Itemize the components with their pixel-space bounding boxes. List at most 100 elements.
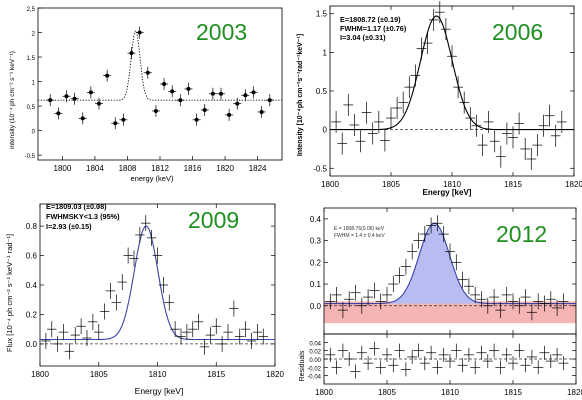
data-point <box>404 76 415 99</box>
data-point <box>489 343 500 358</box>
data-point <box>538 114 549 137</box>
y-tick-label: 0.2 <box>26 310 38 319</box>
x-tick-label: 1816 <box>184 164 202 173</box>
data-point <box>143 66 152 79</box>
data-point <box>532 134 543 157</box>
data-point <box>476 291 487 308</box>
x-tick-label: 1800 <box>31 370 49 379</box>
data-point <box>470 360 481 375</box>
data-point <box>489 130 500 153</box>
y-tick-label: 0.8 <box>26 222 38 231</box>
data-point <box>95 97 103 110</box>
x-tick-label: 1800 <box>54 164 72 173</box>
y-tick-label: 1,5 <box>27 56 36 62</box>
x-tick-label: 1810 <box>441 388 459 397</box>
data-point <box>526 349 537 364</box>
data-point <box>398 91 409 114</box>
y-tick-label: 1 <box>32 81 36 87</box>
data-point <box>47 321 57 338</box>
fit-curve <box>40 225 275 341</box>
data-point <box>105 282 116 299</box>
y-tick-label: 0.6 <box>26 252 38 261</box>
data-point <box>223 324 233 341</box>
data-point <box>217 87 225 100</box>
data-point <box>200 103 209 116</box>
y-tick-label: 2 <box>32 32 36 38</box>
data-point <box>507 356 519 371</box>
data-point <box>62 90 71 103</box>
data-point <box>363 289 374 306</box>
x-tick-label: 1820 <box>567 388 582 397</box>
data-point <box>363 356 374 371</box>
data-point <box>400 258 411 275</box>
data-point <box>482 354 493 369</box>
data-point <box>76 318 86 335</box>
data-point <box>344 352 355 366</box>
data-point <box>520 358 531 373</box>
x-tick-label: 1805 <box>382 180 400 189</box>
data-point <box>388 276 399 293</box>
data-point <box>356 297 367 314</box>
data-point <box>413 343 424 358</box>
data-point <box>444 243 456 260</box>
data-point <box>233 97 242 110</box>
data-point <box>459 91 470 114</box>
data-point <box>526 148 537 170</box>
data-point <box>432 360 443 375</box>
y-tick-label: -0,5 <box>25 154 36 160</box>
data-point <box>46 94 55 107</box>
x-tick-label: 1824 <box>249 164 267 173</box>
x-tick-label: 1812 <box>151 164 169 173</box>
data-point <box>337 302 348 319</box>
data-point <box>556 110 567 133</box>
data-point <box>225 108 234 121</box>
data-point <box>188 321 198 338</box>
y-tick-label: 0.0 <box>310 302 322 311</box>
y-tick-label: -0.04 <box>307 375 321 381</box>
data-point <box>394 267 405 284</box>
x-tick-label: 1815 <box>504 388 522 397</box>
y-tick-label: 0.4 <box>26 281 38 290</box>
data-point <box>103 69 112 82</box>
data-point <box>331 110 341 133</box>
data-point <box>520 289 531 306</box>
data-point <box>211 318 221 335</box>
data-point <box>88 313 98 330</box>
x-tick-label: 1815 <box>207 370 225 379</box>
data-point <box>184 82 193 95</box>
data-point <box>325 293 336 310</box>
data-point <box>343 93 354 116</box>
year-label-2003: 2003 <box>196 19 247 45</box>
data-point <box>258 328 268 345</box>
x-axis-label-2006: Energy [keV] <box>423 188 472 197</box>
x-tick-label: 1800 <box>321 180 339 189</box>
y-tick-label: 0.3 <box>310 237 322 246</box>
data-point <box>369 282 380 299</box>
data-point <box>135 226 145 243</box>
data-point <box>514 343 525 358</box>
data-point <box>158 277 169 293</box>
data-point <box>367 122 378 145</box>
data-point <box>380 129 390 152</box>
data-point <box>400 362 411 377</box>
data-point <box>164 294 174 311</box>
data-point <box>208 87 217 100</box>
year-label-2012: 2012 <box>496 221 547 247</box>
y-tick-label: -0.5 <box>313 164 327 173</box>
data-point <box>558 356 569 371</box>
x-tick-label: 1805 <box>90 370 108 379</box>
data-point <box>552 347 563 362</box>
data-point <box>373 110 384 133</box>
plot-2012-residuals: 1800 1805 1810 1815 1820 -0.04 -0.02 0.00 0.02 0.… <box>307 333 582 397</box>
data-point <box>252 324 263 341</box>
data-point <box>495 360 506 375</box>
x-tick-label: 1810 <box>149 370 167 379</box>
data-point <box>52 335 63 352</box>
x-tick-label: 1820 <box>266 370 284 379</box>
data-point <box>533 293 544 310</box>
chart-2006: 1800 1805 1810 1815 1820 -0.5 0 0.5 1 1.5 2006 E=… <box>297 1 582 197</box>
data-point <box>344 291 355 308</box>
data-point <box>407 349 418 364</box>
annotation-2006-line1: E=1808.72 (±0.19) <box>340 15 401 24</box>
annotation-2009-line1: E=1809.03 (±0.08) <box>46 202 107 211</box>
